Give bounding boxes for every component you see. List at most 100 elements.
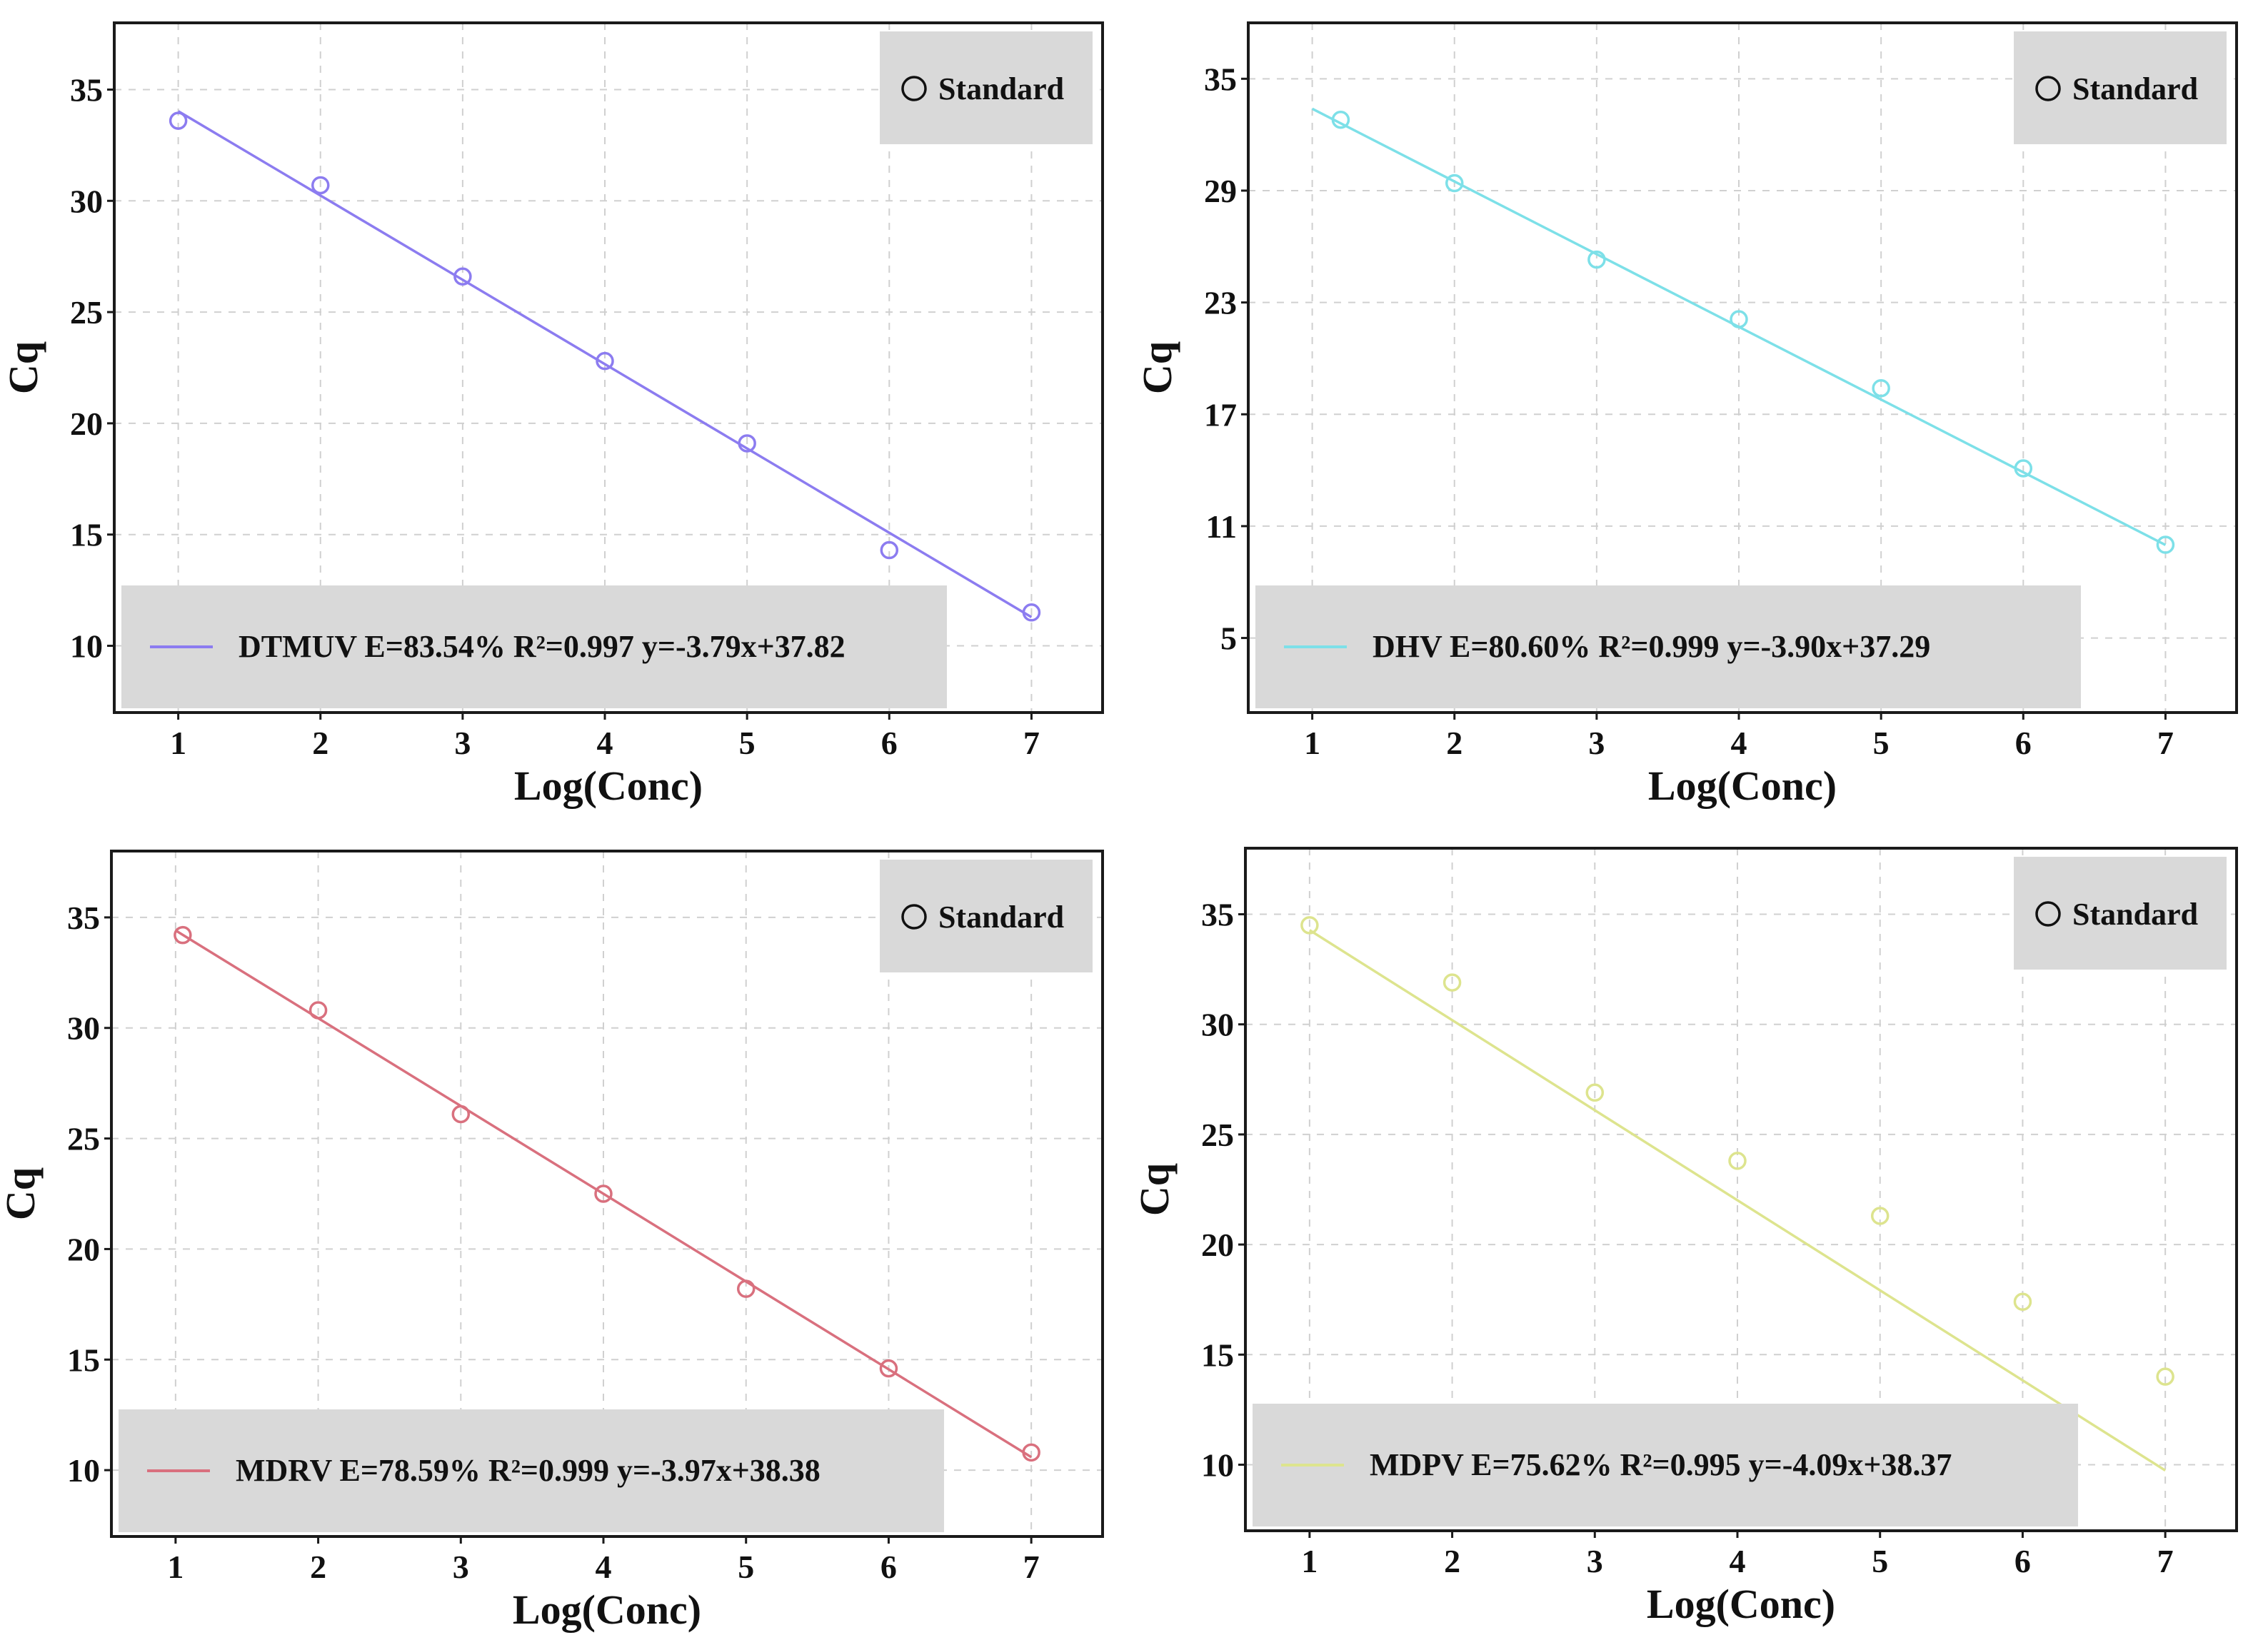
equation-legend-label: MDRV E=78.59% R²=0.999 y=-3.97x+38.38 [236,1453,821,1488]
x-tick-label: 2 [310,1549,326,1585]
x-tick-label: 2 [1444,1543,1460,1579]
data-point [451,1105,471,1124]
data-point [596,351,614,371]
y-tick-label: 11 [1206,508,1237,545]
y-axis-title: Cq [0,1167,44,1220]
y-axis-title: Cq [1131,1163,1178,1216]
x-tick-label: 6 [2014,1543,2031,1579]
data-point [1331,111,1350,129]
chart-panel-dtmuv: 1 2 3 4 5 6 7 10 15 20 25 30 35 Standard DTMUV E=83.54… [0,21,1104,809]
x-axis-title: Log(Conc) [513,1586,701,1633]
chart-panel-mdrv: 1 2 3 4 5 6 7 10 15 20 25 30 35 Standard MDRV E=78.59%… [0,850,1104,1633]
x-tick-label: 3 [1588,725,1605,761]
x-tick-label: 5 [739,725,756,761]
chart-panel-mdpv: 1 2 3 4 5 6 7 10 15 20 25 30 35 Standard MDPV E=75.62%… [1131,847,2238,1627]
x-tick-label: 1 [1301,1543,1318,1579]
y-tick-label: 29 [1204,173,1237,209]
data-point [879,1359,898,1378]
data-point [174,925,192,945]
x-axis-title: Log(Conc) [1647,1581,1835,1627]
data-point [1442,973,1462,992]
data-point [169,111,188,130]
x-tick-label: 7 [2157,1543,2174,1579]
data-point [594,1184,613,1203]
y-tick-label: 10 [1201,1447,1234,1483]
fit-line-mdpv [1308,929,2167,1472]
x-tick-label: 4 [596,1549,612,1585]
x-tick-label: 2 [312,725,328,761]
standard-legend-label: Standard [2072,897,2198,932]
standard-legend-box [2014,31,2227,144]
standard-marker-icon [901,904,927,930]
standard-marker-icon [901,76,927,101]
x-tick-label: 4 [597,725,613,761]
x-tick-label: 3 [453,1549,469,1585]
y-tick-label: 30 [1201,1007,1234,1043]
data-point [2013,1292,2032,1312]
y-tick-label: 35 [70,71,103,108]
plot-frame [1247,21,2238,714]
standard-marker-icon [2035,76,2061,101]
x-tick-label: 1 [170,725,186,761]
y-tick-label: 35 [1204,61,1237,97]
x-tick-label: 5 [1873,725,1890,761]
y-tick-label: 25 [70,294,103,331]
x-tick-label: 6 [880,1549,897,1585]
standard-legend-label: Standard [938,900,1064,935]
y-tick-label: 25 [1201,1117,1234,1153]
data-point [2156,1367,2174,1386]
y-tick-label: 30 [67,1010,100,1047]
data-point [2156,535,2175,554]
y-tick-label: 35 [1201,897,1234,933]
fit-line-dtmuv [177,110,1033,618]
data-point [880,540,899,560]
data-point [1022,1443,1040,1462]
equation-legend-label: DHV E=80.60% R²=0.999 y=-3.90x+37.29 [1373,629,1930,664]
equation-legend-box [121,585,947,708]
data-point [1872,378,1890,398]
y-tick-label: 23 [1204,285,1237,321]
standard-legend-label: Standard [2072,71,2198,106]
x-tick-label: 2 [1446,725,1462,761]
data-point [1728,1152,1747,1170]
y-tick-label: 15 [67,1342,100,1378]
x-tick-label: 7 [1023,1549,1040,1585]
x-tick-label: 4 [1730,1543,1746,1579]
y-tick-label: 5 [1220,620,1237,657]
equation-legend-label: DTMUV E=83.54% R²=0.997 y=-3.79x+37.82 [239,629,846,664]
standard-legend-label: Standard [938,71,1064,106]
standard-marker-icon [2035,901,2061,927]
y-tick-label: 10 [67,1452,100,1489]
equation-legend-label: MDPV E=75.62% R²=0.995 y=-4.09x+38.37 [1370,1447,1952,1482]
x-axis-title: Log(Conc) [1648,763,1837,809]
x-tick-label: 1 [1304,725,1320,761]
data-point [1587,250,1606,269]
y-tick-label: 20 [1201,1227,1234,1263]
y-tick-label: 35 [67,900,100,936]
data-point [453,267,472,286]
standard-legend-box [880,860,1093,972]
x-tick-label: 3 [454,725,471,761]
data-point [311,176,330,195]
plot-frame [1244,847,2238,1532]
plot-frame [110,850,1104,1538]
y-tick-label: 15 [70,517,103,553]
y-tick-label: 17 [1204,396,1237,433]
y-tick-label: 15 [1201,1337,1234,1373]
x-tick-label: 7 [2157,725,2174,761]
x-axis-title: Log(Conc) [514,763,703,809]
x-tick-label: 6 [2015,725,2032,761]
data-point [738,434,756,453]
x-tick-label: 7 [1023,725,1040,761]
x-tick-label: 1 [167,1549,184,1585]
x-tick-label: 5 [738,1549,754,1585]
equation-legend-box [1253,1404,2078,1526]
data-point [1445,173,1464,193]
data-point [736,1279,756,1298]
x-tick-label: 5 [1872,1543,1888,1579]
data-point [1300,916,1319,935]
plot-frame [113,21,1104,714]
data-point [1585,1083,1605,1102]
